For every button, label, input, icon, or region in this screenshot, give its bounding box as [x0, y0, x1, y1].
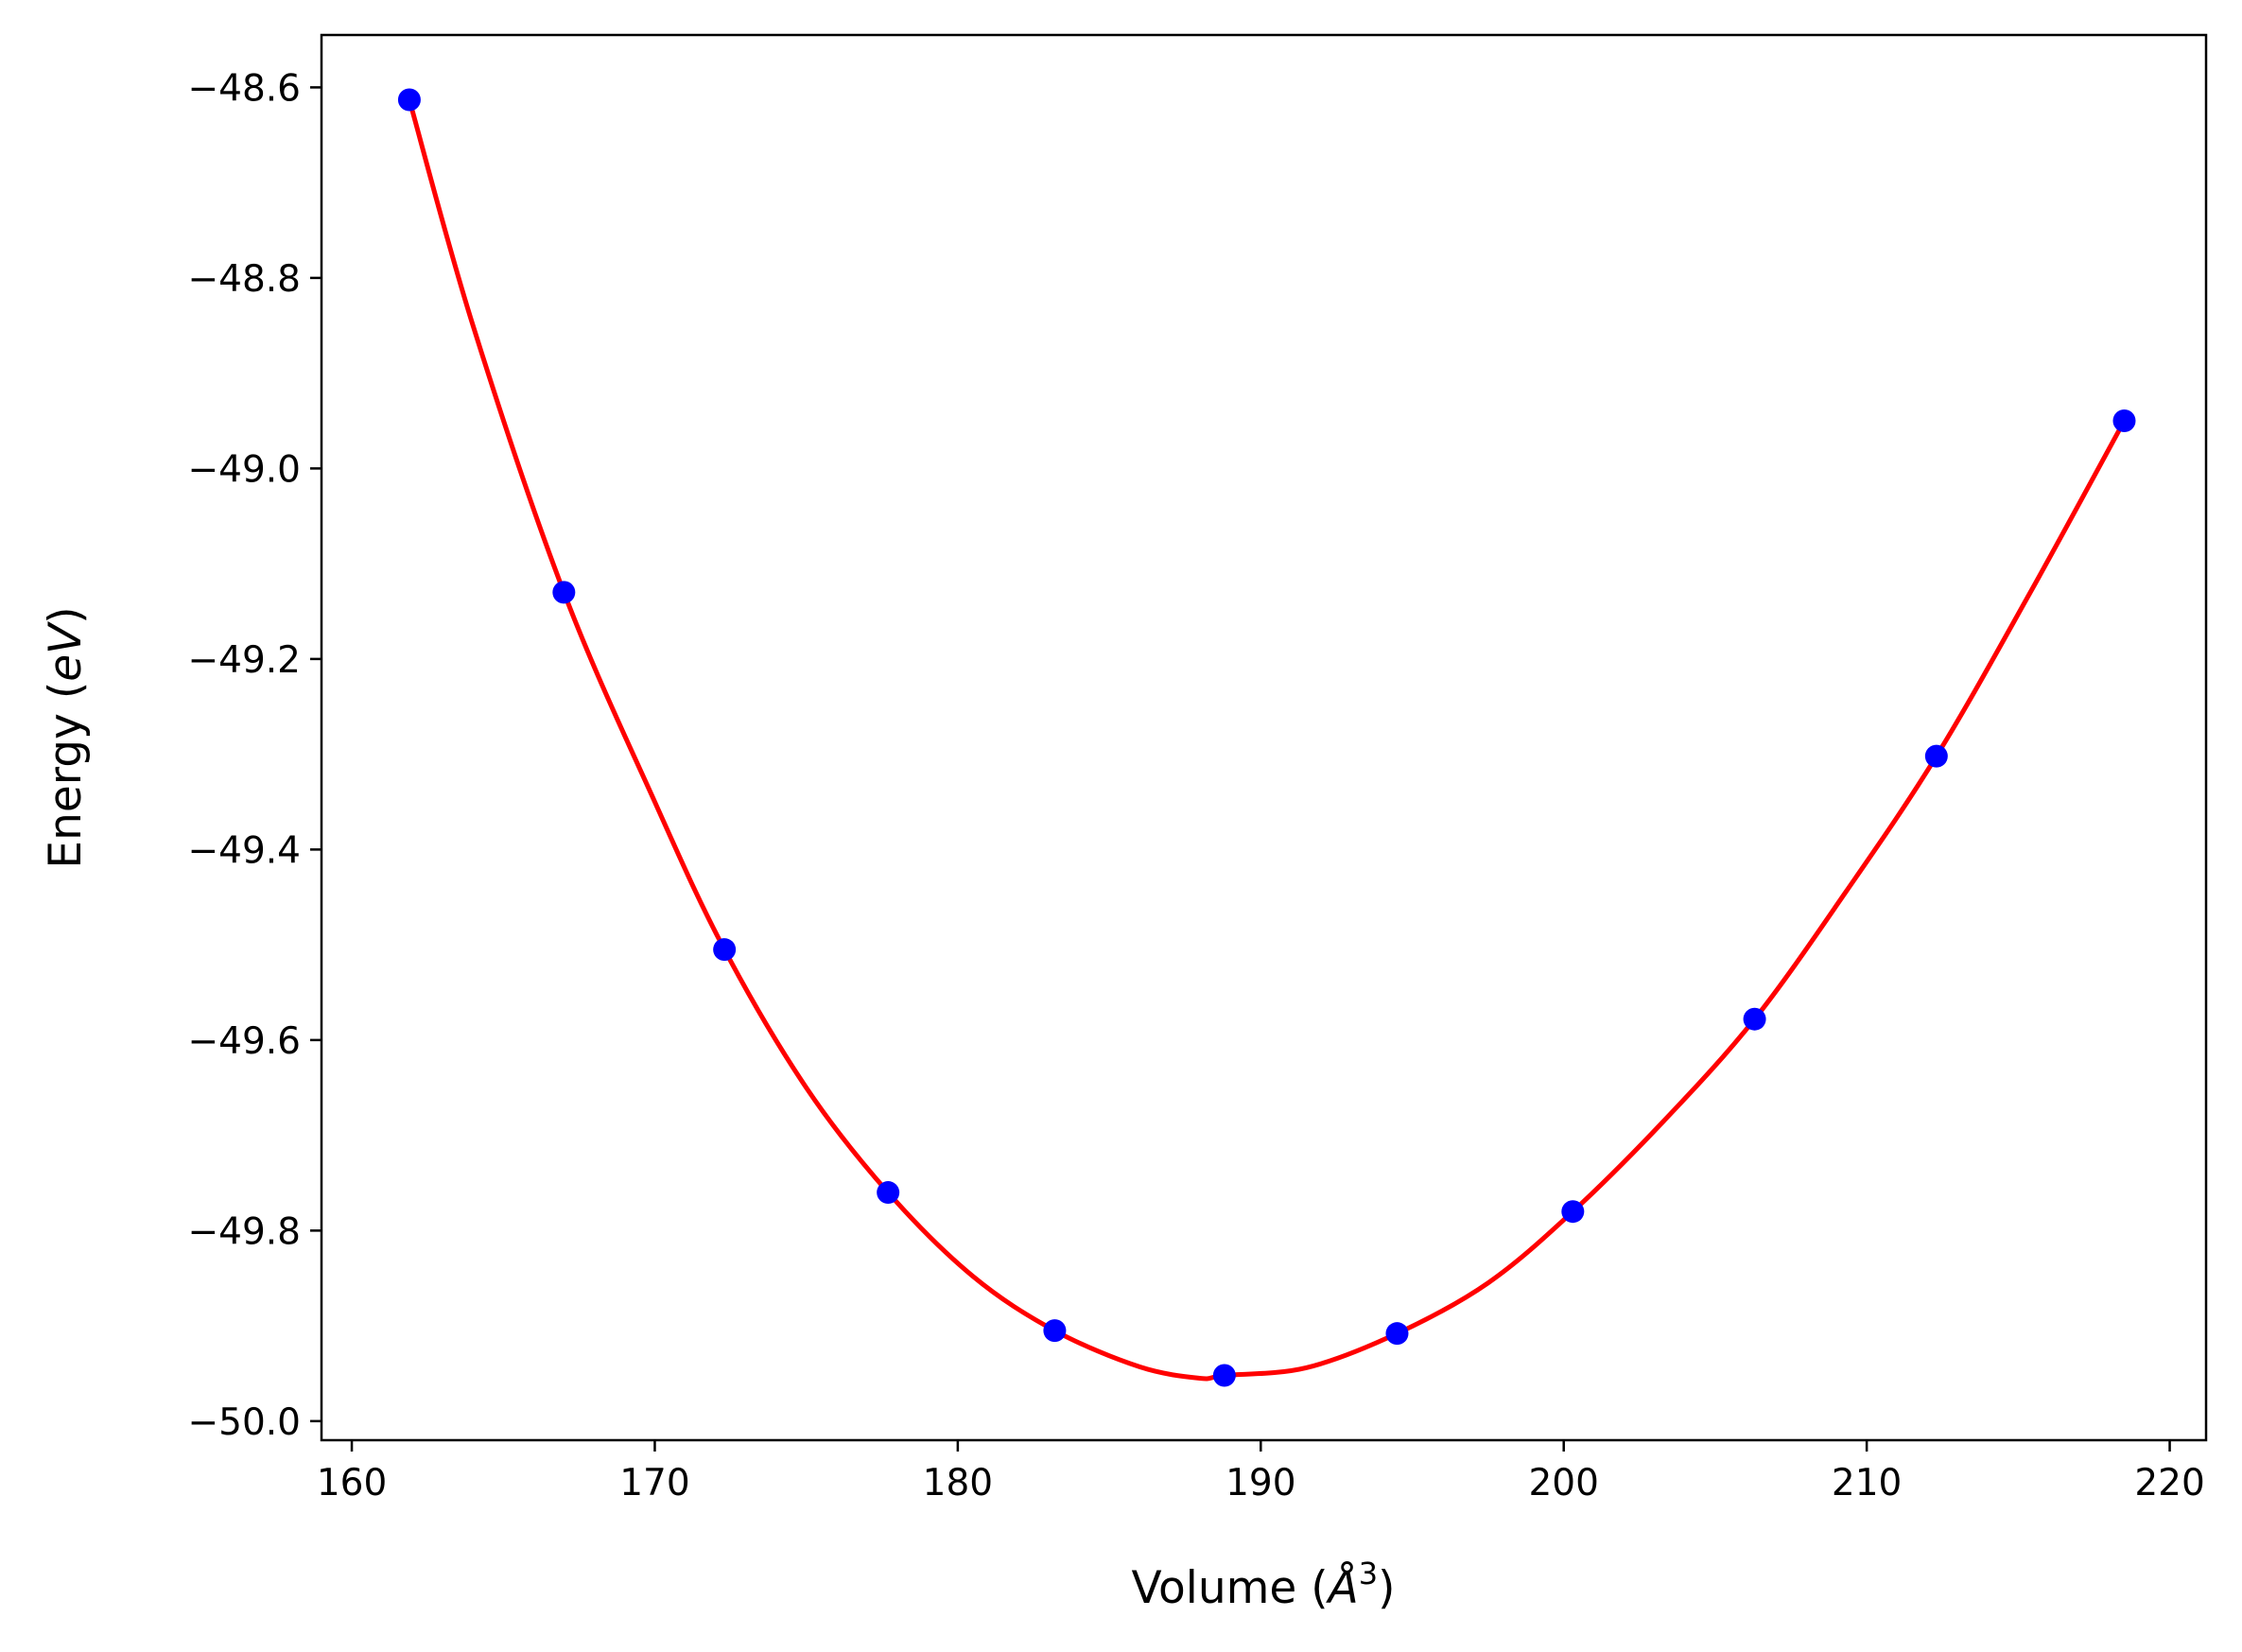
- x-tick-label: 210: [1832, 1462, 1902, 1504]
- x-axis-label-suffix: ): [1378, 1562, 1395, 1614]
- fit-curve-line: [407, 98, 2127, 1382]
- x-axis-label-power: 3: [1359, 1556, 1378, 1591]
- data-point: [1561, 1200, 1585, 1224]
- y-axis-label-unit: eV: [40, 621, 92, 682]
- x-tick-label: 200: [1528, 1462, 1598, 1504]
- x-axis-ticks: 160 170 180 190 200 210 220: [317, 1440, 2205, 1504]
- x-tick-label: 190: [1225, 1462, 1295, 1504]
- data-point: [1385, 1322, 1409, 1346]
- data-point: [552, 581, 576, 604]
- x-tick-label: 170: [619, 1462, 689, 1504]
- data-point: [1924, 744, 1948, 768]
- y-tick-label: −49.6: [187, 1020, 301, 1063]
- y-tick-label: −49.8: [187, 1210, 301, 1253]
- x-axis-label-unit: Å: [1326, 1562, 1359, 1614]
- y-tick-label: −49.0: [187, 448, 301, 491]
- data-point: [1212, 1364, 1236, 1387]
- data-points-layer: [397, 88, 2136, 1387]
- y-axis-ticks: −48.6 −48.8 −49.0 −49.2 −49.4 −49.6 −49.8 −50.0: [187, 67, 322, 1444]
- y-tick-label: −48.8: [187, 258, 301, 301]
- x-tick-label: 220: [2134, 1462, 2204, 1504]
- y-tick-label: −50.0: [187, 1401, 301, 1444]
- x-axis-label-prefix: Volume (: [1132, 1562, 1329, 1614]
- y-axis-label-prefix: Energy (: [40, 682, 92, 869]
- y-axis-label-suffix: ): [40, 606, 92, 623]
- data-point: [2112, 409, 2136, 433]
- x-axis-label: Volume (Å3): [1132, 1556, 1396, 1614]
- data-point: [397, 88, 421, 112]
- data-point: [713, 938, 737, 962]
- plot-area-frame: [320, 33, 2208, 1442]
- fit-curve-layer: [407, 98, 2127, 1382]
- y-tick-label: −49.2: [187, 639, 301, 682]
- y-axis-label: Energy (eV): [40, 606, 92, 868]
- x-tick-label: 160: [317, 1462, 387, 1504]
- data-point: [1043, 1319, 1067, 1343]
- data-point: [877, 1181, 900, 1205]
- data-point: [1743, 1007, 1766, 1031]
- y-tick-label: −49.4: [187, 829, 301, 872]
- y-tick-label: −48.6: [187, 67, 301, 110]
- x-tick-label: 180: [923, 1462, 993, 1504]
